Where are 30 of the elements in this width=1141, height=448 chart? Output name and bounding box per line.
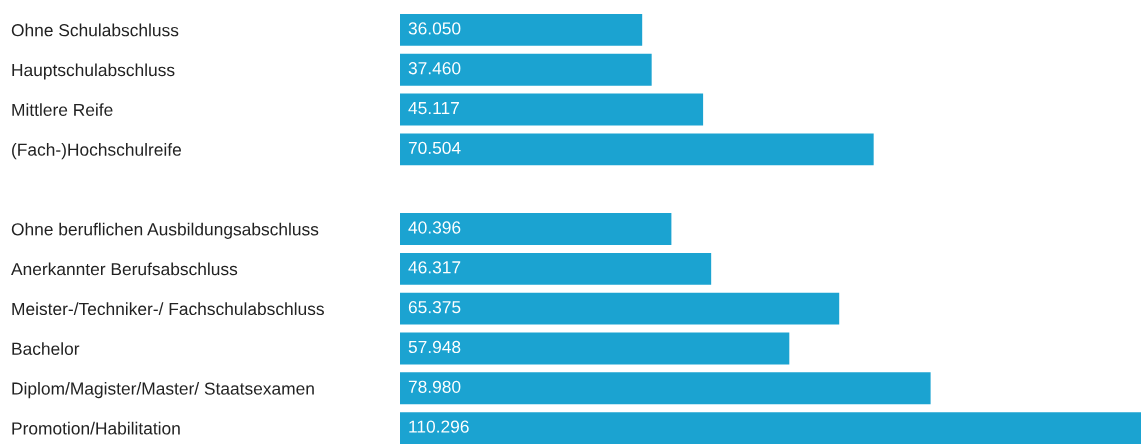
y-tick-label: Mittlere Reife bbox=[12, 103, 113, 117]
data-label: 36.050 bbox=[408, 22, 461, 35]
bar bbox=[400, 133, 874, 166]
bar bbox=[400, 93, 704, 126]
bar bbox=[400, 332, 790, 365]
bar bbox=[400, 53, 652, 86]
data-label: 57.948 bbox=[408, 340, 461, 354]
y-tick-label: Meister-/Techniker-/ Fachschulabschluss bbox=[12, 302, 324, 316]
bar bbox=[400, 292, 840, 325]
data-label: 40.396 bbox=[408, 221, 461, 234]
data-label: 65.375 bbox=[408, 301, 461, 314]
y-tick-label: Anerkannter Berufsabschluss bbox=[11, 262, 238, 276]
data-label: 45.117 bbox=[408, 102, 459, 115]
data-label: 46.317 bbox=[408, 261, 461, 274]
y-tick-label: Bachelor bbox=[12, 342, 80, 355]
data-label: 110.296 bbox=[409, 420, 469, 433]
bar bbox=[400, 372, 931, 405]
bar bbox=[400, 213, 672, 245]
y-tick-label: (Fach-)Hochschulreife bbox=[12, 143, 181, 160]
bar bbox=[400, 13, 643, 46]
y-tick-label: Hauptschulabschluss bbox=[12, 63, 175, 80]
data-label: 78.980 bbox=[408, 380, 461, 393]
data-label: 37.460 bbox=[408, 62, 461, 75]
y-tick-label: Diplom/Magister/Master/ Staatsexamen bbox=[12, 381, 314, 399]
y-tick-label: Ohne Schulabschluss bbox=[11, 23, 179, 37]
y-tick-label: Promotion/Habilitation bbox=[12, 421, 180, 435]
bar bbox=[400, 412, 1141, 445]
data-label: 70.504 bbox=[408, 141, 461, 155]
y-tick-label: Ohne beruflichen Ausbildungsabschluss bbox=[11, 222, 319, 239]
bar bbox=[400, 252, 712, 285]
